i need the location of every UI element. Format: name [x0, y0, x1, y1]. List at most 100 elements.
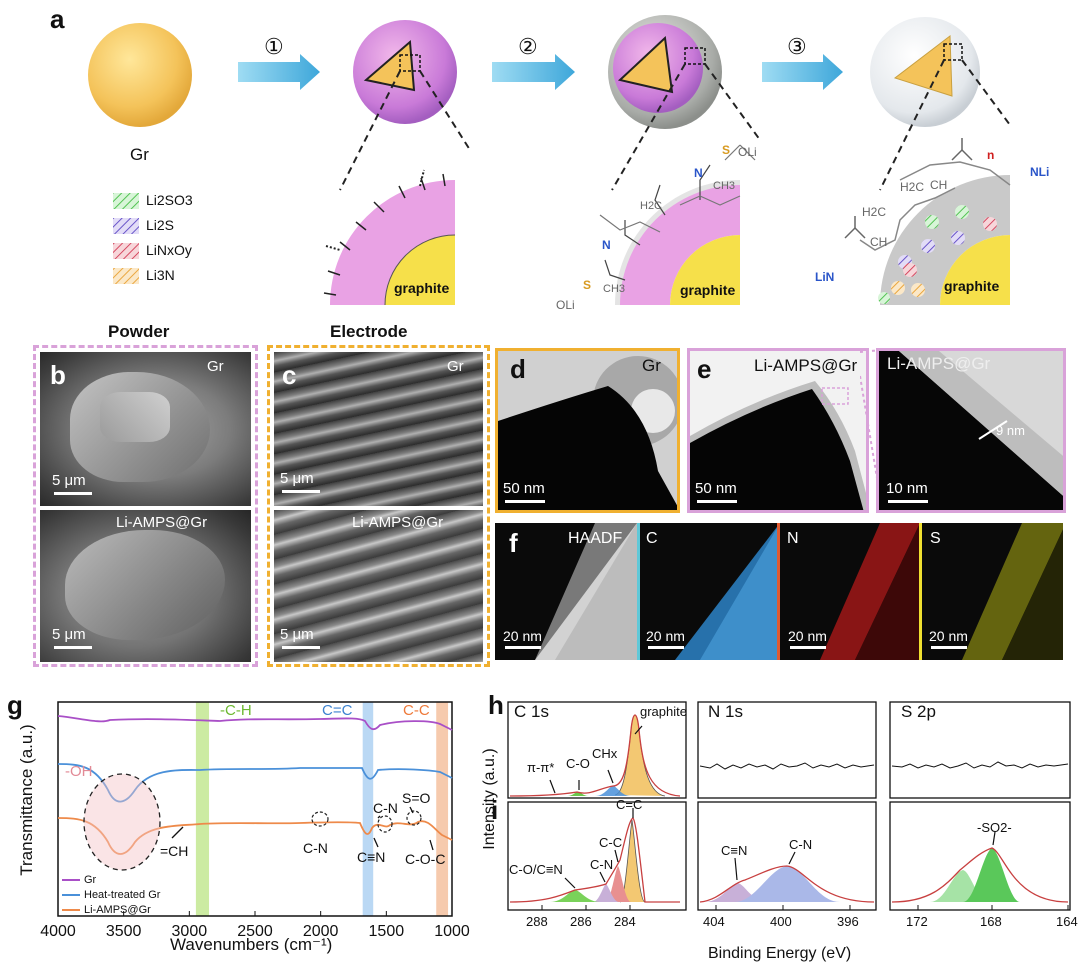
panel-c-bottom-scalebar: [282, 646, 320, 649]
panel-b-top-scalebar: [54, 492, 92, 495]
panel-a-schematic: [88, 15, 1011, 306]
xps-s2p-title: S 2p: [901, 702, 936, 721]
s2p-tick-label-168: 168: [980, 914, 1002, 929]
panel-h-label: h: [488, 690, 504, 720]
legend-label-li2so3: Li2SO3: [146, 192, 193, 208]
legend-label-gr: Gr: [84, 874, 97, 886]
graphite-quarter-3: [844, 138, 1011, 305]
panel-e-tag: Li-AMPS@Gr: [754, 356, 858, 375]
ftir-xtick-label-0: 4000: [40, 923, 76, 940]
sem-powder-li-amps: [40, 510, 251, 662]
panel-c-bottom-tag: Li-AMPS@Gr: [352, 514, 444, 531]
panel-c-bottom-scale: 5 μm: [280, 626, 314, 643]
arrow-step-2: [492, 54, 575, 90]
panel-a-label: a: [50, 4, 65, 34]
ftir-line-gr: [57, 715, 453, 731]
ftir-ylabel: Transmittance (a.u.): [17, 724, 36, 876]
c-map-tile: [637, 523, 777, 660]
s-map-scalebar: [931, 646, 967, 649]
c1s-i-peak-co-cn: [550, 890, 600, 902]
s2p-i-peak-high: [963, 848, 1020, 902]
c1s-h-peak-graphite: [614, 714, 666, 797]
ftir-band-0: [195, 702, 210, 916]
cn-marker-1: [311, 811, 329, 827]
haadf-scalebar: [505, 646, 541, 649]
ftir-xtick-label-4: 2000: [303, 923, 339, 940]
panel-e-scalebar: [697, 500, 737, 503]
sem-electrode-li-amps: [274, 510, 483, 662]
xps-ann-cc: C-C: [599, 835, 623, 850]
step-3-number: ③: [787, 34, 807, 59]
xps-ann-chx: CHx: [592, 746, 618, 761]
ann-so: S=O: [402, 790, 431, 806]
xps-s2p-column: [889, 701, 1071, 911]
panel-e-zoom-scale: 10 nm: [886, 480, 928, 497]
haadf-tag: HAADF: [568, 530, 623, 547]
ftir-xtick-label-6: 1000: [434, 923, 470, 940]
graphite-quarter-1: [323, 169, 456, 306]
panel-d-scale: 50 nm: [503, 480, 545, 497]
panel-c-top-scale: 5 μm: [280, 470, 314, 487]
chem-h2c-r2: H2C: [862, 205, 887, 219]
xps-c1s-column: [507, 701, 687, 911]
so-marker: [406, 810, 422, 826]
chem-nli-top: NLi: [1030, 165, 1050, 179]
step-1-number: ①: [264, 34, 284, 59]
panel-e-scale: 50 nm: [695, 480, 737, 497]
c1s-h-envelope: [509, 714, 681, 797]
panel-g-label: g: [7, 690, 23, 720]
xps-ann-pipi: π-π*: [527, 760, 555, 775]
chem-oli-top: OLi: [738, 145, 757, 159]
band-label-ch: -C-H: [220, 702, 252, 719]
ann-cn-2: C-N: [373, 800, 398, 816]
n1s-h-noise: [699, 762, 875, 770]
xps-xlabel: Binding Energy (eV): [708, 945, 852, 962]
legend-swatch-li3n: [113, 268, 139, 284]
tem-gr: [495, 348, 680, 513]
chem-ch-r1: CH: [930, 178, 948, 192]
chem-n-top: N: [694, 166, 703, 180]
xps-c1s-title: C 1s: [514, 702, 549, 721]
chem-s-top: S: [722, 143, 731, 157]
panel-b-bottom-scalebar: [54, 646, 92, 649]
ann-cn-triple: C≡N: [357, 849, 386, 865]
ann-oh: -OH: [65, 763, 93, 780]
c1s-i-peak-cc: [605, 866, 631, 902]
panel-b-top-tag: Gr: [207, 358, 224, 375]
c1s-tick-label-286: 286: [570, 914, 592, 929]
s-map-tag: S: [930, 530, 941, 547]
chem-s-bottom: S: [583, 278, 592, 292]
chem-h2c-r1: H2C: [900, 180, 925, 194]
n1s-tick-label-400: 400: [770, 914, 792, 929]
n-map-scalebar: [790, 646, 826, 649]
tem-li-amps-zoom: [876, 348, 1066, 513]
panel-c-title: Electrode: [330, 322, 408, 341]
ftir-xtick-label-3: 2500: [237, 923, 273, 940]
sem-powder-gr: [40, 352, 251, 506]
tem-li-amps: [687, 348, 869, 513]
arrow-step-1: [238, 54, 320, 90]
panel-c-label: c: [282, 360, 297, 390]
graphite-quarter-2: [599, 144, 756, 305]
ftir-band-2: [436, 702, 449, 916]
cn-marker-2: [377, 815, 393, 833]
xps-n1s-column: [697, 701, 877, 911]
graphite-core-wedge: [363, 39, 416, 92]
oh-region-marker: [83, 773, 161, 871]
panel-f-label: f: [509, 528, 518, 558]
ann-coc: C-O-C: [405, 851, 446, 867]
panel-b-frame: [33, 345, 258, 667]
xps-ylabel: Intensity (a.u.): [481, 748, 498, 850]
step-2-number: ②: [518, 34, 538, 59]
legend-swatch-li2s: [113, 218, 139, 234]
panel-i-label: i: [491, 795, 499, 825]
s-map-scale: 20 nm: [929, 628, 968, 644]
c1s-i-envelope: [509, 817, 680, 903]
panel-e-zoom-tag: Li-AMPS@Gr: [887, 354, 991, 373]
n-map-tile: [777, 523, 919, 660]
panel-e-label: e: [697, 354, 712, 384]
panel-b-bottom-tag: Li-AMPS@Gr: [116, 514, 208, 531]
panel-c-top-tag: Gr: [447, 358, 464, 375]
c1s-i-peak-cn: [593, 884, 619, 902]
c-map-tag: C: [646, 530, 658, 547]
